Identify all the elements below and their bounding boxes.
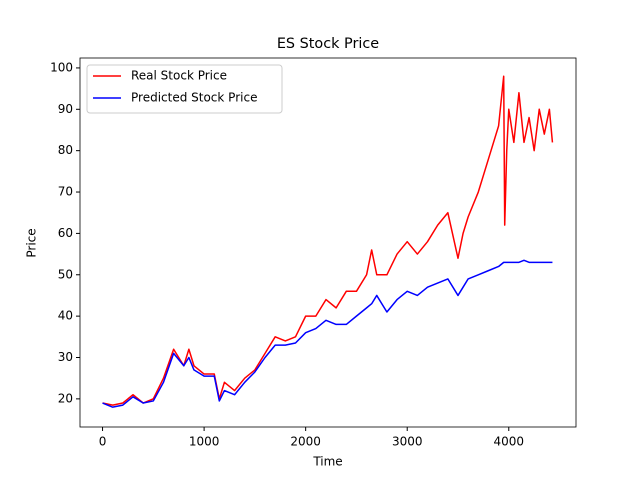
line-series xyxy=(102,259,553,408)
x-tick-label: 2000 xyxy=(290,435,321,449)
y-tick-label: 100 xyxy=(50,60,73,74)
x-tick-label: 3000 xyxy=(392,435,423,449)
x-tick-label: 0 xyxy=(99,435,107,449)
plot-frame xyxy=(79,57,577,428)
y-tick-label: 30 xyxy=(58,350,73,364)
legend-label: Predicted Stock Price xyxy=(131,91,257,105)
line-series xyxy=(102,75,554,406)
x-tick-label: 1000 xyxy=(189,435,220,449)
legend-label: Real Stock Price xyxy=(131,69,227,83)
y-tick-label: 50 xyxy=(58,267,73,281)
y-tick-label: 20 xyxy=(58,391,73,405)
chart-title: ES Stock Price xyxy=(277,36,379,52)
y-tick-label: 80 xyxy=(58,143,73,157)
x-axis-label: Time xyxy=(312,455,342,469)
y-tick-label: 40 xyxy=(58,309,73,323)
y-tick-label: 90 xyxy=(58,102,73,116)
y-axis-label: Price xyxy=(25,228,39,257)
y-tick-label: 70 xyxy=(58,185,73,199)
x-tick-label: 4000 xyxy=(493,435,524,449)
y-tick-label: 60 xyxy=(58,226,73,240)
legend-box xyxy=(86,64,283,114)
